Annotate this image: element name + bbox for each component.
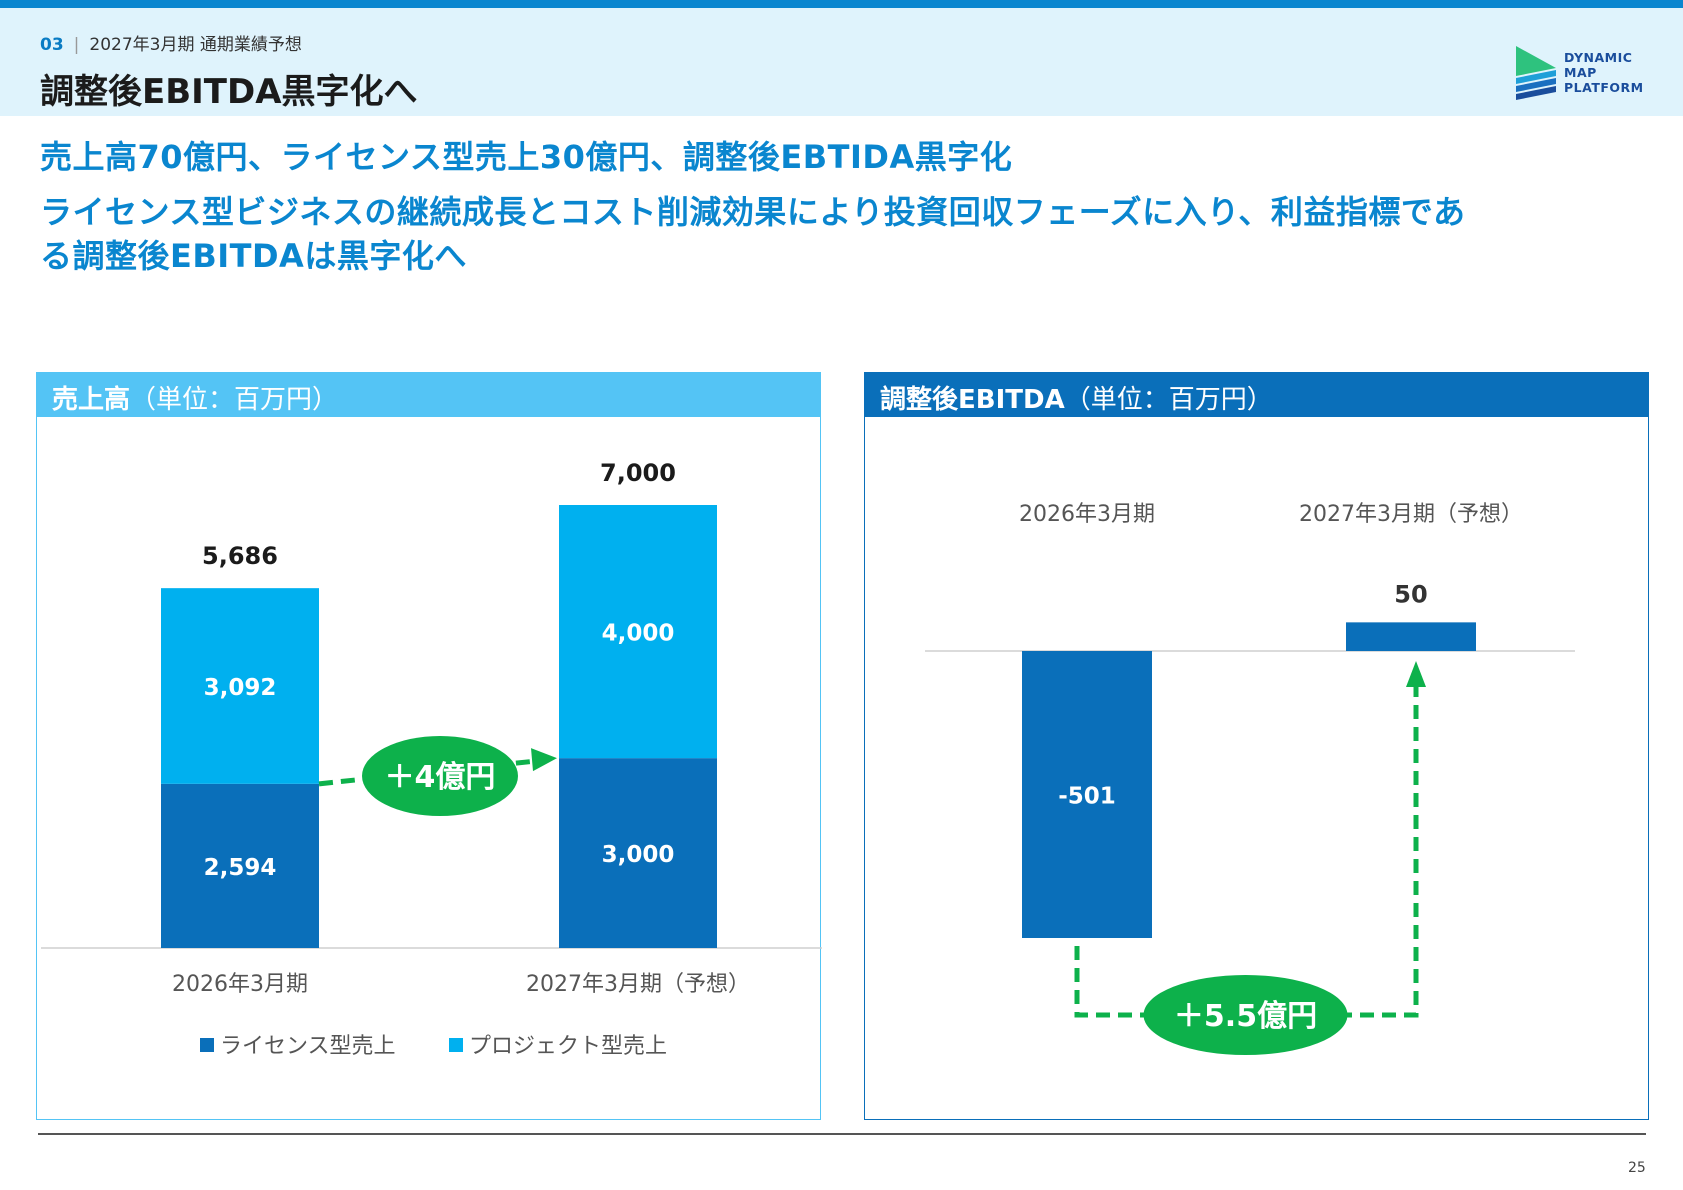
x-tick-label: 2026年3月期: [1019, 502, 1155, 527]
logo-line: DYNAMIC: [1564, 50, 1633, 65]
logo-line: MAP: [1564, 65, 1597, 80]
logo-line: PLATFORM: [1564, 80, 1644, 95]
data-label: 2,594: [204, 855, 277, 881]
bar-segment: [161, 588, 319, 784]
ebitda-panel-header: 調整後EBITDA（単位：百万円）: [865, 373, 1648, 417]
logo-mark-icon: [1516, 46, 1556, 100]
improvement-badge-label: ＋5.5億円: [1174, 999, 1317, 1034]
page-number: 25: [1628, 1160, 1646, 1176]
data-label: 3,092: [204, 675, 277, 701]
data-label: 3,000: [602, 842, 675, 868]
total-label: 5,686: [202, 542, 278, 570]
legend-swatch: [449, 1038, 463, 1052]
revenue-panel-header: 売上高（単位：百万円）: [37, 373, 820, 417]
x-tick-label: 2027年3月期（予想）: [526, 972, 750, 997]
improvement-badge: [1143, 975, 1348, 1055]
improvement-arrow-head-icon: [1406, 661, 1426, 687]
breadcrumb: 03 | 2027年3月期 通期業績予想: [40, 30, 302, 55]
ebitda-panel-unit: （単位：百万円）: [1064, 385, 1273, 415]
legend-label: ライセンス型売上: [220, 1034, 396, 1059]
x-tick-label: 2027年3月期（予想）: [1299, 502, 1523, 527]
breadcrumb-text: 2027年3月期 通期業績予想: [89, 35, 302, 55]
growth-arrow-head-icon: [531, 748, 557, 772]
ebitda-panel: 調整後EBITDA（単位：百万円） 2026年3月期 -501 2027年3月期（予…: [864, 372, 1649, 1120]
page-title: 調整後EBITDA黒字化へ: [40, 72, 418, 112]
revenue-panel: 売上高（単位：百万円） 2,594 3,092 5,686 2026年3月期 3,000…: [36, 372, 822, 1120]
breadcrumb-separator: |: [73, 35, 80, 55]
improvement-arrow-line: [1074, 685, 1419, 1018]
ebitda-bar: [1346, 622, 1476, 651]
data-label: 50: [1394, 580, 1427, 608]
ebitda-bar: [1022, 651, 1152, 938]
growth-badge-label: ＋4億円: [385, 760, 496, 795]
footer-divider: [38, 1133, 1646, 1135]
data-label: -501: [1058, 784, 1116, 810]
revenue-panel-unit: （単位：百万円）: [130, 385, 339, 415]
bar-segment: [161, 783, 319, 948]
total-label: 7,000: [600, 459, 676, 487]
top-accent-bar: [0, 0, 1683, 8]
company-logo: DYNAMIC MAP PLATFORM: [1516, 46, 1646, 102]
ebitda-panel-title: 調整後EBITDA: [880, 385, 1065, 415]
x-tick-label: 2026年3月期: [172, 972, 308, 997]
revenue-panel-title: 売上高: [52, 385, 131, 415]
growth-badge: [362, 735, 518, 816]
logo-text: DYNAMIC MAP PLATFORM: [1564, 50, 1644, 95]
section-number: 03: [40, 35, 64, 55]
data-label: 4,000: [602, 621, 675, 647]
ebitda-chart: 2026年3月期 -501 2027年3月期（予想） 50 ＋5.5億円: [925, 502, 1575, 1055]
bar-segment: [559, 505, 717, 759]
headline-2: ライセンス型ビジネスの継続成長とコスト削減効果により投資回収フェーズに入り、利益…: [40, 193, 1466, 231]
legend-label: プロジェクト型売上: [469, 1034, 667, 1059]
headline-3: る調整後EBITDAは黒字化へ: [40, 237, 467, 275]
header: 03 | 2027年3月期 通期業績予想 調整後EBITDA黒字化へ DYNAMIC…: [0, 8, 1683, 116]
legend-swatch: [200, 1038, 214, 1052]
bar-segment: [559, 758, 717, 948]
revenue-chart: 2,594 3,092 5,686 2026年3月期 3,000 4,000 7,000 20…: [41, 459, 822, 1059]
headline-1: 売上高70億円、ライセンス型売上30億円、調整後EBTIDA黒字化: [40, 138, 1013, 176]
